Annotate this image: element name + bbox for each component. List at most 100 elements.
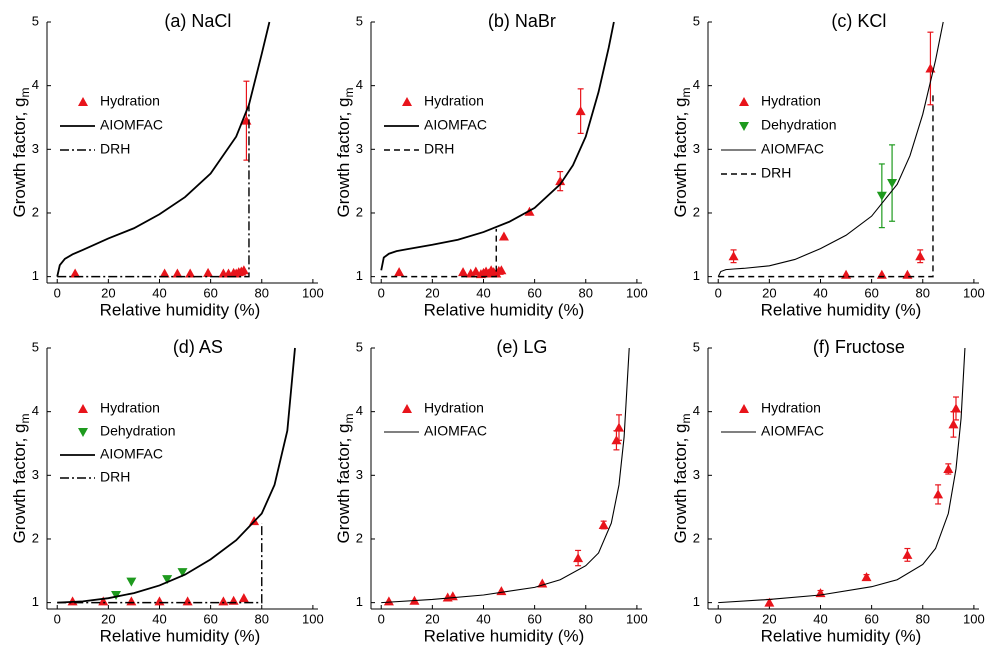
point (126, 577, 137, 587)
point (887, 179, 898, 189)
point (861, 572, 872, 582)
legend-label: DRH (100, 141, 130, 157)
legend-marker (78, 97, 88, 106)
x-axis-label: Relative humidity (%) (424, 300, 585, 319)
y-axis-label: Growth factor, gm (10, 88, 32, 218)
x-tick-label: 80 (916, 285, 930, 300)
y-tick-label: 2 (32, 530, 39, 545)
legend-marker (78, 404, 88, 413)
legend-marker (739, 404, 749, 413)
point (728, 251, 739, 261)
x-tick-label: 0 (54, 285, 61, 300)
point (458, 267, 469, 277)
y-tick-label: 3 (356, 141, 363, 156)
point (876, 191, 887, 201)
point (228, 595, 239, 605)
x-tick-label: 80 (579, 285, 593, 300)
y-axis-label-main: Growth factor, g (334, 98, 353, 218)
x-tick-label: 100 (963, 611, 985, 626)
x-tick-label: 0 (378, 285, 385, 300)
point (573, 553, 584, 563)
legend-label: AIOMFAC (761, 141, 824, 157)
panel-title: (d) AS (173, 337, 223, 357)
model-line (381, 347, 630, 604)
point (950, 403, 961, 413)
y-axis-label-sub: m (18, 88, 32, 98)
point (915, 251, 926, 261)
point (470, 266, 481, 276)
y-tick-label: 1 (32, 268, 39, 283)
legend-label: Hydration (100, 400, 160, 416)
x-tick-label: 100 (302, 611, 324, 626)
y-tick-label: 3 (693, 467, 700, 482)
legend-marker (402, 97, 412, 106)
x-tick-label: 80 (255, 285, 269, 300)
x-tick-label: 0 (378, 611, 385, 626)
y-axis-label-main: Growth factor, g (671, 98, 690, 218)
x-axis-label: Relative humidity (%) (761, 626, 922, 645)
x-tick-label: 20 (101, 611, 115, 626)
y-tick-label: 1 (32, 594, 39, 609)
y-tick-label: 1 (356, 594, 363, 609)
y-tick-label: 5 (693, 339, 700, 354)
x-tick-label: 40 (813, 285, 827, 300)
x-tick-label: 100 (963, 285, 985, 300)
point (159, 268, 170, 278)
x-tick-label: 40 (476, 285, 490, 300)
y-axis-label-main: Growth factor, g (10, 424, 29, 544)
x-tick-label: 40 (476, 611, 490, 626)
y-tick-label: 4 (693, 403, 700, 418)
panel: 1 2 3 4 5 0 20 40 60 80 100 Relative humidity (%) Gr… (671, 11, 984, 320)
point (764, 597, 775, 607)
y-tick-label: 5 (32, 13, 39, 28)
y-axis-label-sub: m (342, 414, 356, 424)
point (575, 106, 586, 116)
point (238, 593, 249, 603)
y-axis-label-sub: m (679, 88, 693, 98)
point (111, 590, 122, 600)
x-tick-label: 60 (203, 285, 217, 300)
y-tick-label: 4 (356, 403, 363, 418)
point (383, 596, 394, 606)
point (902, 269, 913, 279)
legend-label: Hydration (424, 93, 484, 109)
x-tick-label: 60 (527, 611, 541, 626)
y-tick-label: 3 (693, 141, 700, 156)
y-tick-label: 1 (693, 594, 700, 609)
x-tick-label: 60 (864, 285, 878, 300)
legend-label: DRH (761, 165, 791, 181)
y-tick-label: 4 (356, 77, 363, 92)
x-tick-label: 100 (626, 611, 648, 626)
point (948, 419, 959, 429)
legend-label: Hydration (424, 400, 484, 416)
x-tick-label: 20 (101, 285, 115, 300)
panel-title: (c) KCl (831, 11, 886, 31)
point (394, 267, 405, 277)
x-tick-label: 80 (255, 611, 269, 626)
y-tick-label: 4 (32, 77, 39, 92)
y-tick-label: 4 (693, 77, 700, 92)
y-axis-label: Growth factor, gm (671, 88, 693, 218)
x-tick-label: 0 (715, 285, 722, 300)
legend-label: AIOMFAC (424, 117, 487, 133)
x-tick-label: 20 (762, 611, 776, 626)
x-tick-label: 20 (425, 285, 439, 300)
x-tick-label: 40 (152, 285, 166, 300)
point (496, 586, 507, 596)
panel: 1 2 3 4 5 0 20 40 60 80 100 Relative humidity (%) Gr… (10, 11, 323, 320)
x-axis-label: Relative humidity (%) (424, 626, 585, 645)
y-axis-label-main: Growth factor, g (671, 424, 690, 544)
point (70, 268, 81, 278)
point (162, 575, 173, 585)
legend-label: AIOMFAC (761, 423, 824, 439)
y-tick-label: 1 (356, 268, 363, 283)
x-axis-label: Relative humidity (%) (100, 626, 261, 645)
point (172, 268, 183, 278)
point (498, 231, 509, 241)
x-tick-label: 60 (203, 611, 217, 626)
point (182, 596, 193, 606)
y-tick-label: 5 (693, 13, 700, 28)
y-tick-label: 3 (32, 141, 39, 156)
y-tick-label: 5 (32, 339, 39, 354)
